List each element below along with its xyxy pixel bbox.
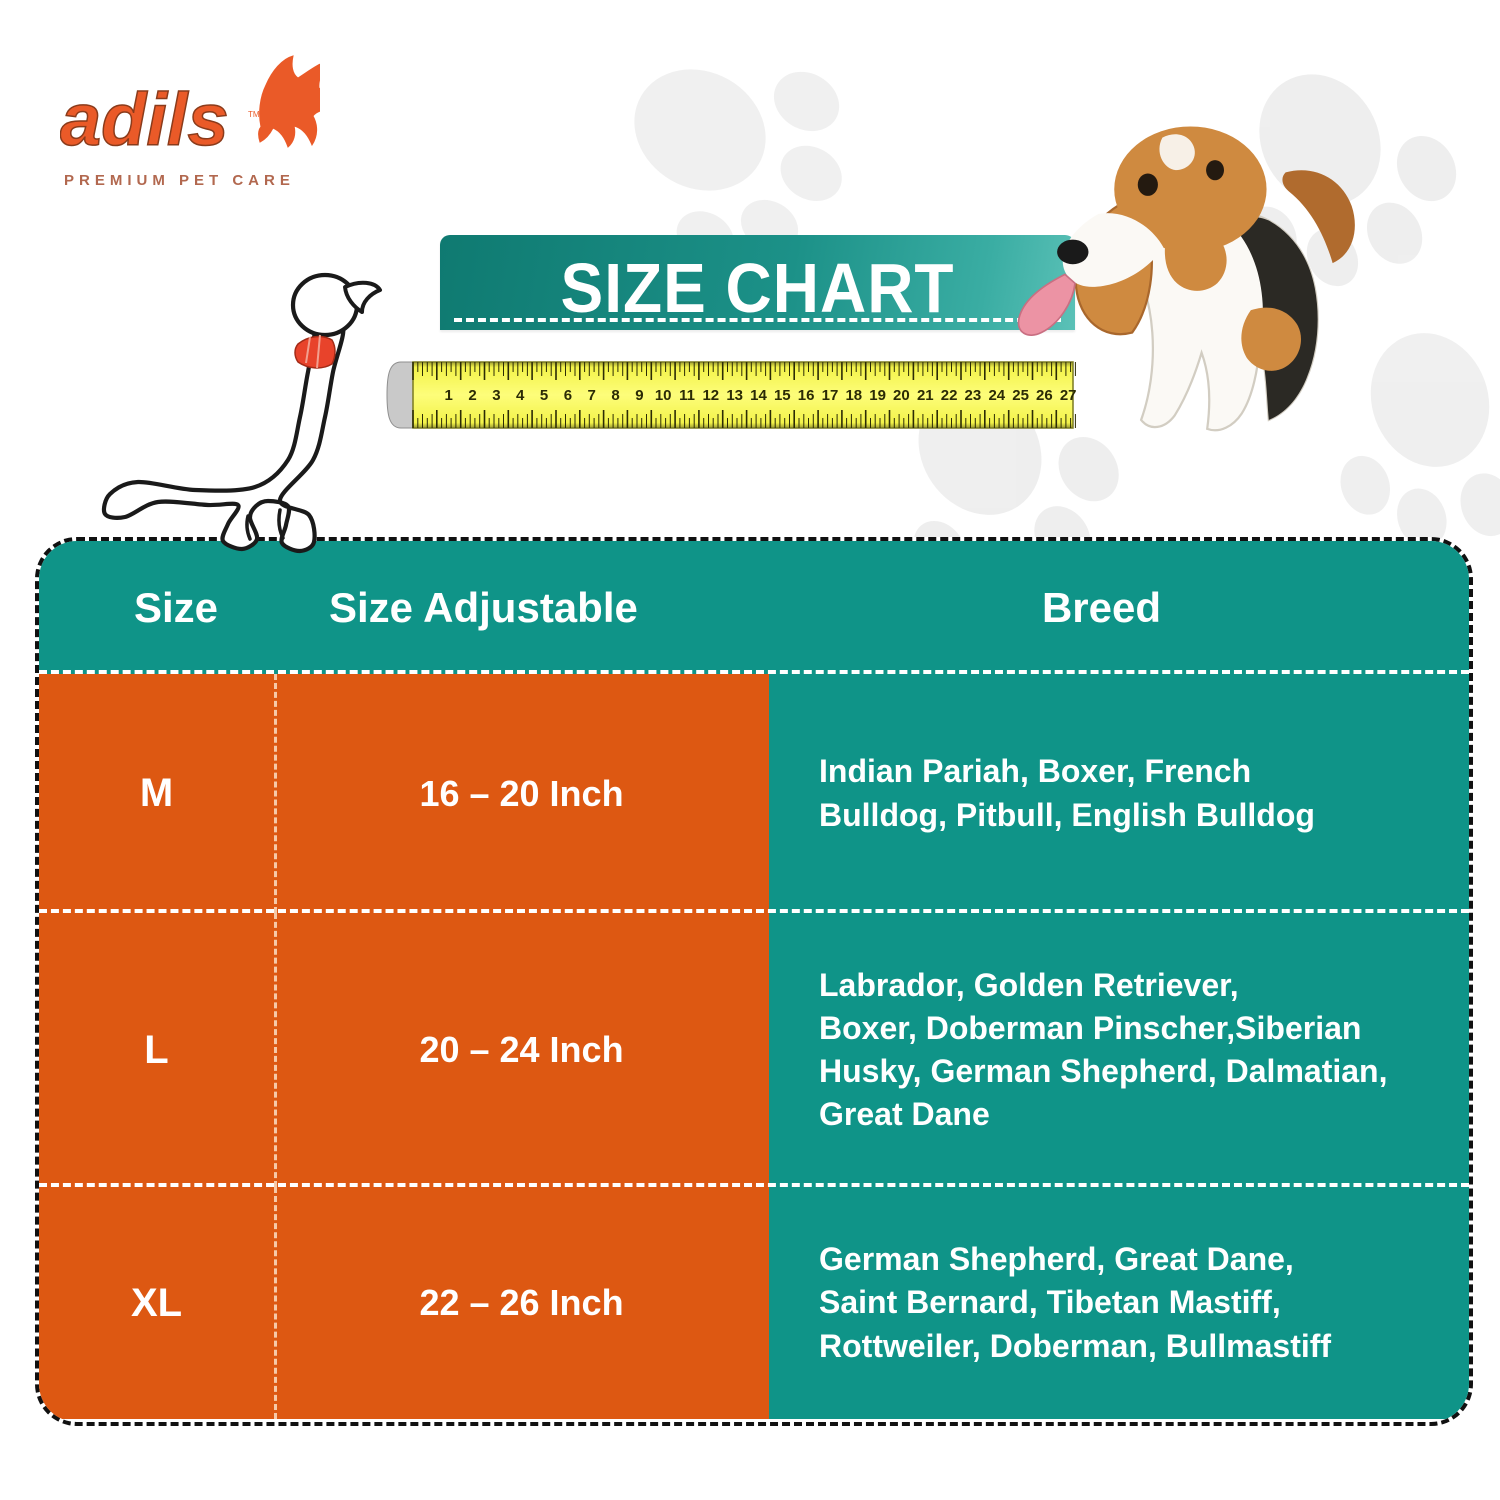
svg-text:14: 14 (750, 387, 767, 404)
svg-text:13: 13 (726, 387, 743, 404)
svg-text:8: 8 (611, 387, 619, 404)
svg-text:22: 22 (941, 387, 958, 404)
svg-text:21: 21 (917, 387, 934, 404)
svg-text:20: 20 (893, 387, 910, 404)
svg-text:9: 9 (635, 387, 643, 404)
svg-text:15: 15 (774, 387, 791, 404)
svg-text:4: 4 (516, 387, 525, 404)
svg-text:6: 6 (564, 387, 572, 404)
svg-text:19: 19 (869, 387, 886, 404)
svg-text:23: 23 (965, 387, 982, 404)
svg-text:1: 1 (445, 387, 453, 404)
svg-text:16: 16 (798, 387, 815, 404)
svg-text:12: 12 (702, 387, 719, 404)
svg-text:10: 10 (655, 387, 672, 404)
svg-text:18: 18 (845, 387, 862, 404)
svg-text:11: 11 (679, 387, 695, 404)
svg-text:17: 17 (822, 387, 839, 404)
svg-text:TM: TM (248, 110, 260, 119)
svg-text:5: 5 (540, 387, 548, 404)
svg-text:adils: adils (60, 78, 229, 161)
svg-text:2: 2 (468, 387, 476, 404)
svg-text:7: 7 (588, 387, 596, 404)
svg-text:3: 3 (492, 387, 500, 404)
